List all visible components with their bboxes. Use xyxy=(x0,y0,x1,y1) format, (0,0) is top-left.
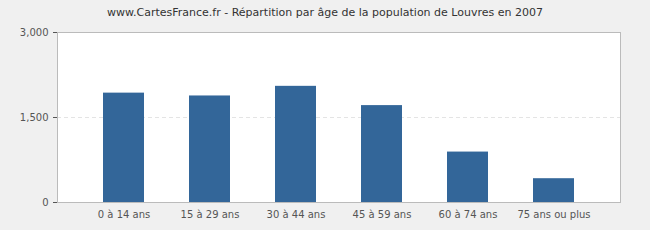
svg-text:1,500: 1,500 xyxy=(20,112,49,123)
svg-text:0 à 14 ans: 0 à 14 ans xyxy=(98,209,150,220)
svg-text:30 à 44 ans: 30 à 44 ans xyxy=(267,209,326,220)
html-text:www.CartesFrance.fr - Répartit: www.CartesFrance.fr - Répartition par âg… xyxy=(107,6,543,19)
svg-text:75 ans ou plus: 75 ans ou plus xyxy=(517,209,590,220)
svg-text:3,000: 3,000 xyxy=(20,27,49,38)
svg-text:45 à 59 ans: 45 à 59 ans xyxy=(353,209,412,220)
svg-text:15 à 29 ans: 15 à 29 ans xyxy=(181,209,240,220)
svg-text:0: 0 xyxy=(42,197,48,208)
svg-text:60 à 74 ans: 60 à 74 ans xyxy=(439,209,498,220)
